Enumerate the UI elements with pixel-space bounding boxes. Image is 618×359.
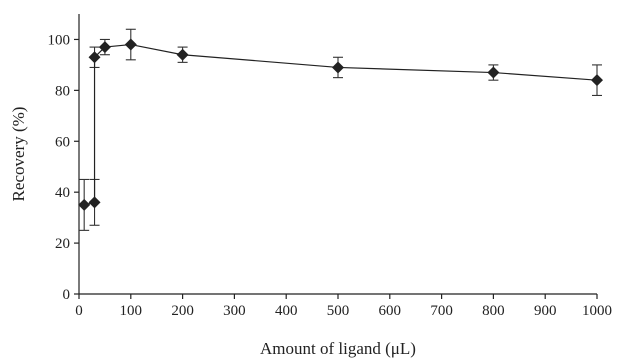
- x-tick-label: 100: [120, 303, 143, 319]
- y-ticks: 0 20 40 60 80 100: [48, 32, 79, 303]
- y-axis-label: Recovery (%): [9, 107, 28, 202]
- data-point: [332, 61, 344, 74]
- x-tick-label: 500: [327, 303, 350, 319]
- x-tick-label: 200: [171, 303, 194, 319]
- x-tick-label: 800: [482, 303, 505, 319]
- x-tick-label: 400: [275, 303, 298, 319]
- axes: [78, 14, 597, 295]
- x-tick-label: 1000: [582, 303, 612, 319]
- x-tick-label: 900: [534, 303, 557, 319]
- data-point: [124, 38, 137, 51]
- data-point: [88, 196, 101, 209]
- error-bars: [79, 28, 602, 231]
- data-point: [88, 51, 101, 64]
- x-tick-label: 700: [430, 303, 453, 319]
- data-point: [487, 66, 500, 79]
- x-tick-label: 600: [379, 303, 402, 319]
- data-markers: [78, 38, 603, 211]
- data-point: [78, 198, 91, 211]
- data-point: [591, 74, 603, 87]
- data-point: [98, 41, 111, 54]
- x-axis-label: Amount of ligand (μL): [260, 339, 416, 358]
- y-tick-label: 60: [55, 134, 70, 150]
- x-tick-label: 300: [223, 303, 246, 319]
- y-tick-label: 40: [55, 185, 70, 201]
- y-tick-label: 80: [55, 83, 70, 99]
- x-ticks: 0 100 200 300 400 500 600 700 800 900 1000: [75, 294, 612, 319]
- data-point: [176, 48, 189, 61]
- y-tick-label: 100: [48, 32, 71, 48]
- y-tick-label: 0: [63, 287, 71, 303]
- x-tick-label: 0: [75, 303, 83, 319]
- y-tick-label: 20: [55, 236, 70, 252]
